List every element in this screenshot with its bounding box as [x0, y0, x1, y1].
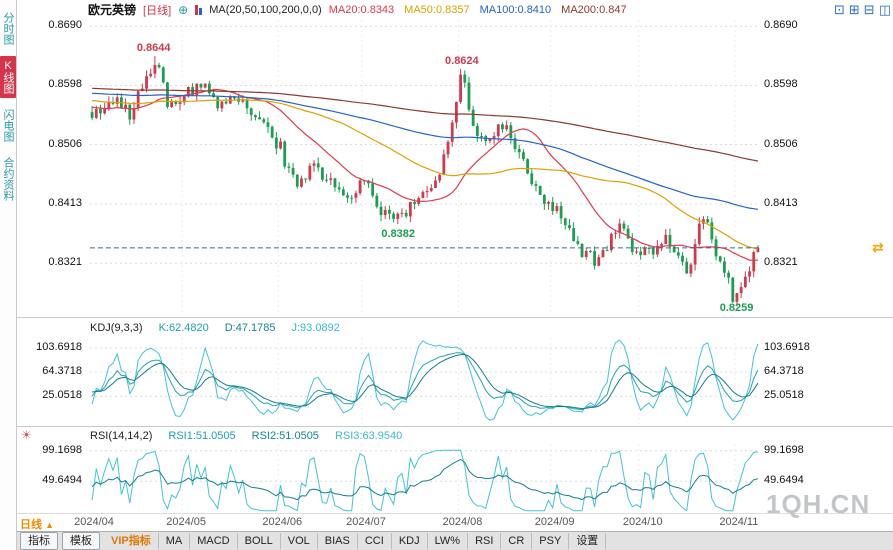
axis-tick-label: 0.8321 [48, 256, 82, 269]
axis-tick-label: 64.3718 [764, 365, 804, 378]
candle-style-icon [195, 4, 203, 15]
ma-value-2: MA100:0.8410 [479, 3, 552, 16]
layout-icons: ⊡ ⊞ ⊟ ◫ [834, 3, 891, 16]
axis-tick-label: 99.1698 [42, 443, 82, 456]
axis-divider [17, 513, 893, 514]
sidebar-tab-kline-chart[interactable]: K线图 [0, 56, 16, 98]
rsi-title[interactable]: RSI(14,14,2) [90, 430, 153, 442]
period-label[interactable]: [日线] [143, 4, 172, 17]
axis-tick-label: 25.0518 [764, 389, 804, 402]
toolbar-item-bias[interactable]: BIAS [318, 533, 358, 549]
axis-tick-label: 0.8598 [48, 78, 82, 91]
period-selector[interactable]: 日线 ▲ [20, 516, 54, 532]
rsi2-value: RSI2:51.0505 [251, 430, 319, 442]
kdj-title[interactable]: KDJ(9,3,3) [90, 322, 143, 334]
toolbar-item-lwr[interactable]: LW% [428, 533, 469, 549]
layout-grid-icon[interactable]: ⊞ [848, 2, 860, 17]
axis-tick-label: 0.8413 [764, 197, 798, 210]
ma-settings-label[interactable]: MA(20,50,100,200,0,0) [209, 3, 322, 16]
toolbar-item-settings[interactable]: 设置 [569, 533, 607, 549]
symbol-name: 欧元英镑 [88, 3, 137, 17]
chevron-up-icon: ▲ [45, 520, 54, 530]
svg-text:0.8624: 0.8624 [445, 55, 480, 67]
ma-value-1: MA50:0.8357 [404, 3, 470, 16]
layout-single-icon[interactable]: ⊡ [833, 2, 845, 17]
sidebar-tab-contract-info[interactable]: 合约资料 [2, 157, 14, 201]
toolbar-item-macd[interactable]: MACD [190, 533, 238, 549]
toolbar-item-cci[interactable]: CCI [358, 533, 392, 549]
rsi-chart[interactable] [90, 444, 760, 512]
kdj-k-value: K:62.4820 [158, 322, 209, 334]
x-axis-label: 2024/06 [262, 516, 303, 528]
toolbar-item-template[interactable]: 模板 [62, 532, 100, 550]
axis-tick-label: 0.8506 [764, 137, 798, 150]
kdj-j-value: J:93.0892 [291, 322, 340, 334]
toolbar-item-vip-indicator[interactable]: VIP指标 [104, 533, 159, 549]
axis-tick-label: 64.3718 [42, 365, 82, 378]
axis-tick-label: 25.0518 [42, 389, 82, 402]
axis-tick-label: 0.8690 [764, 19, 798, 32]
axis-tick-label: 0.8690 [48, 19, 82, 32]
axis-tick-label: 49.6494 [764, 474, 804, 487]
axis-tick-label: 103.6918 [764, 341, 810, 354]
axis-tick-label: 0.8506 [48, 137, 82, 150]
sidebar-tab-flash-chart[interactable]: 闪电图 [2, 109, 14, 142]
x-axis-label: 2024/04 [74, 516, 114, 528]
x-axis-label: 2024/10 [622, 516, 663, 528]
left-sidebar: 分时图 K线图闪电图合约资料 [0, 0, 17, 550]
toolbar-item-indicator[interactable]: 指标 [20, 532, 58, 550]
period-selector-label: 日线 [20, 519, 42, 531]
toolbar-item-cr[interactable]: CR [501, 533, 533, 549]
x-axis-label: 2024/09 [534, 516, 575, 528]
layout-vsplit-icon[interactable]: ◫ [878, 2, 891, 17]
ma-value-0: MA20:0.8343 [328, 3, 395, 16]
price-marker-icon[interactable]: ⇄ [872, 238, 884, 255]
x-axis-label: 2024/05 [166, 516, 206, 528]
toolbar-item-boll[interactable]: BOLL [238, 533, 281, 549]
rsi3-value: RSI3:63.9540 [334, 430, 403, 442]
svg-text:0.8259: 0.8259 [720, 302, 754, 314]
toolbar-item-vol[interactable]: VOL [281, 533, 318, 549]
toolbar-item-rsi[interactable]: RSI [468, 533, 502, 549]
toolbar-item-ma[interactable]: MA [159, 533, 191, 549]
svg-text:0.8644: 0.8644 [137, 42, 172, 54]
sidebar-tab-time-chart[interactable]: 分时图 [2, 12, 14, 45]
candlestick-chart[interactable]: 0.8644 0.8624 0.8382 0.8259 [90, 20, 760, 314]
svg-text:0.8382: 0.8382 [381, 228, 415, 240]
kdj-d-value: D:47.1785 [224, 322, 276, 334]
kdj-chart[interactable] [90, 338, 760, 424]
axis-tick-label: 0.8598 [764, 78, 798, 91]
ma-legend: MA20:0.8343 MA50:0.8357 MA100:0.8410 MA200:… [329, 4, 627, 16]
indicator-config-icon[interactable]: ☀ [21, 428, 32, 442]
kdj-header: KDJ(9,3,3) K:62.4820 D:47.1785 J:93.0892 [90, 321, 340, 335]
rsi-header: RSI(14,14,2) RSI1:51.0505 RSI2:51.0505 R… [90, 429, 402, 443]
x-axis-label: 2024/08 [442, 516, 483, 528]
x-axis-label: 2024/07 [346, 516, 386, 528]
chart-header: 欧元英镑 [日线] ⊕ MA(20,50,100,200,0,0) MA20:0… [88, 1, 891, 18]
layout-hsplit-icon[interactable]: ⊟ [863, 2, 875, 17]
rsi1-value: RSI1:51.0505 [168, 430, 236, 442]
axis-tick-label: 0.8413 [48, 197, 82, 210]
bottom-toolbar: 指标 模板 VIP指标 MA MACD BOLL VOL BIAS CCI KDJ LW% RSI CR… [17, 531, 893, 550]
x-axis-label: 2024/11 [719, 516, 759, 528]
watermark: 1QH.CN [766, 489, 871, 519]
panel-divider [17, 426, 893, 427]
axis-tick-label: 99.1698 [764, 443, 804, 456]
add-overlay-icon[interactable]: ⊕ [178, 2, 189, 17]
axis-tick-label: 0.8321 [764, 256, 798, 269]
panel-divider [17, 317, 893, 318]
axis-tick-label: 49.6494 [42, 474, 82, 487]
axis-tick-label: 103.6918 [36, 341, 82, 354]
toolbar-item-kdj[interactable]: KDJ [392, 533, 428, 549]
ma-value-3: MA200:0.847 [561, 3, 627, 16]
toolbar-item-psy[interactable]: PSY [532, 533, 570, 549]
